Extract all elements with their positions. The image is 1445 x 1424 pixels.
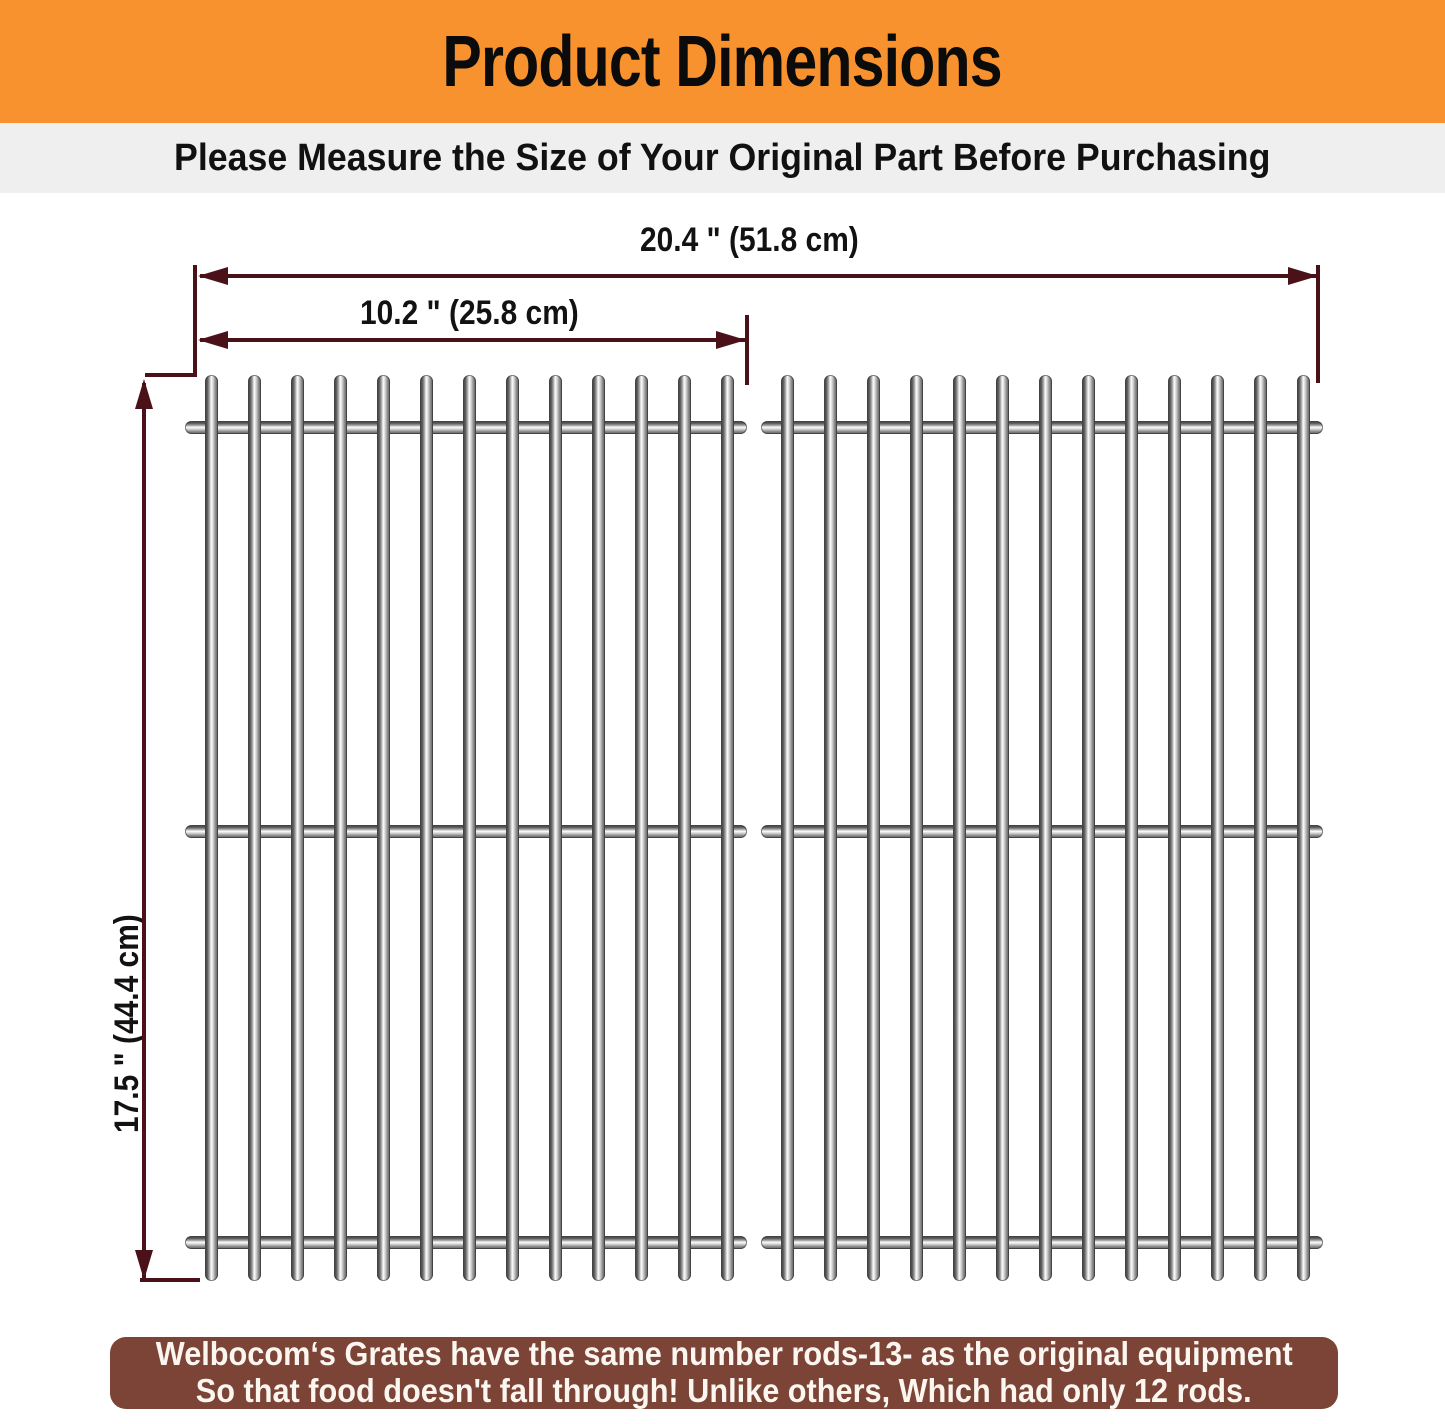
overall-width-label: 20.4 " (51.8 cm) xyxy=(640,221,859,259)
grate-rod xyxy=(334,375,347,1281)
grate-rod xyxy=(635,375,648,1281)
grate-rod xyxy=(291,375,304,1281)
dimension-diagram: 20.4 " (51.8 cm) 10.2 " (25.8 cm) 17.5 "… xyxy=(0,193,1445,1323)
height-extension-top xyxy=(145,373,197,377)
single-grate-width-label: 10.2 " (25.8 cm) xyxy=(360,294,579,332)
grate-rod xyxy=(377,375,390,1281)
height-extension-bottom xyxy=(140,1278,200,1282)
grate-rod xyxy=(1254,375,1267,1281)
grate-right xyxy=(0,193,1400,1293)
grate-rod xyxy=(1297,375,1310,1281)
footer-caption-line-1: Welbocom‘s Grates have the same number r… xyxy=(155,1335,1293,1373)
single-grate-width-dimension-line xyxy=(200,338,745,342)
grate-rod xyxy=(1211,375,1224,1281)
grate-rod xyxy=(953,375,966,1281)
grate-rod xyxy=(549,375,562,1281)
footer-caption-line-2: So that food doesn't fall through! Unlik… xyxy=(196,1372,1252,1409)
grate-rod xyxy=(781,375,794,1281)
grate-rod xyxy=(592,375,605,1281)
grate-rod xyxy=(420,375,433,1281)
single-grate-width-arrow-left xyxy=(198,331,228,349)
grate-rod xyxy=(248,375,261,1281)
grate-rod xyxy=(721,375,734,1281)
single-grate-width-arrow-right xyxy=(716,331,746,349)
header-banner: Product Dimensions xyxy=(0,0,1445,123)
grate-rod xyxy=(996,375,1009,1281)
height-arrow-top xyxy=(135,379,153,409)
grate-rod xyxy=(1125,375,1138,1281)
grate-rod xyxy=(910,375,923,1281)
subheader-text: Please Measure the Size of Your Original… xyxy=(174,137,1271,179)
extension-line-middle xyxy=(745,315,749,385)
grate-rod xyxy=(1168,375,1181,1281)
footer-caption-box: Welbocom‘s Grates have the same number r… xyxy=(110,1335,1338,1409)
extension-line-left xyxy=(193,265,197,375)
grate-rod xyxy=(506,375,519,1281)
overall-width-arrow-right xyxy=(1288,267,1318,285)
subheader-band: Please Measure the Size of Your Original… xyxy=(0,123,1445,193)
overall-width-arrow-left xyxy=(198,267,228,285)
overall-width-dimension-line xyxy=(200,274,1316,278)
grate-rod xyxy=(867,375,880,1281)
grate-rod xyxy=(824,375,837,1281)
grate-rod xyxy=(1039,375,1052,1281)
grate-rod xyxy=(678,375,691,1281)
page-title: Product Dimensions xyxy=(442,21,1003,102)
grate-rod xyxy=(1082,375,1095,1281)
height-dimension-line xyxy=(142,383,146,1280)
grate-left xyxy=(0,193,760,1293)
grate-rod xyxy=(463,375,476,1281)
height-arrow-bottom xyxy=(135,1250,153,1280)
extension-line-right xyxy=(1316,265,1320,383)
grate-rod xyxy=(205,375,218,1281)
